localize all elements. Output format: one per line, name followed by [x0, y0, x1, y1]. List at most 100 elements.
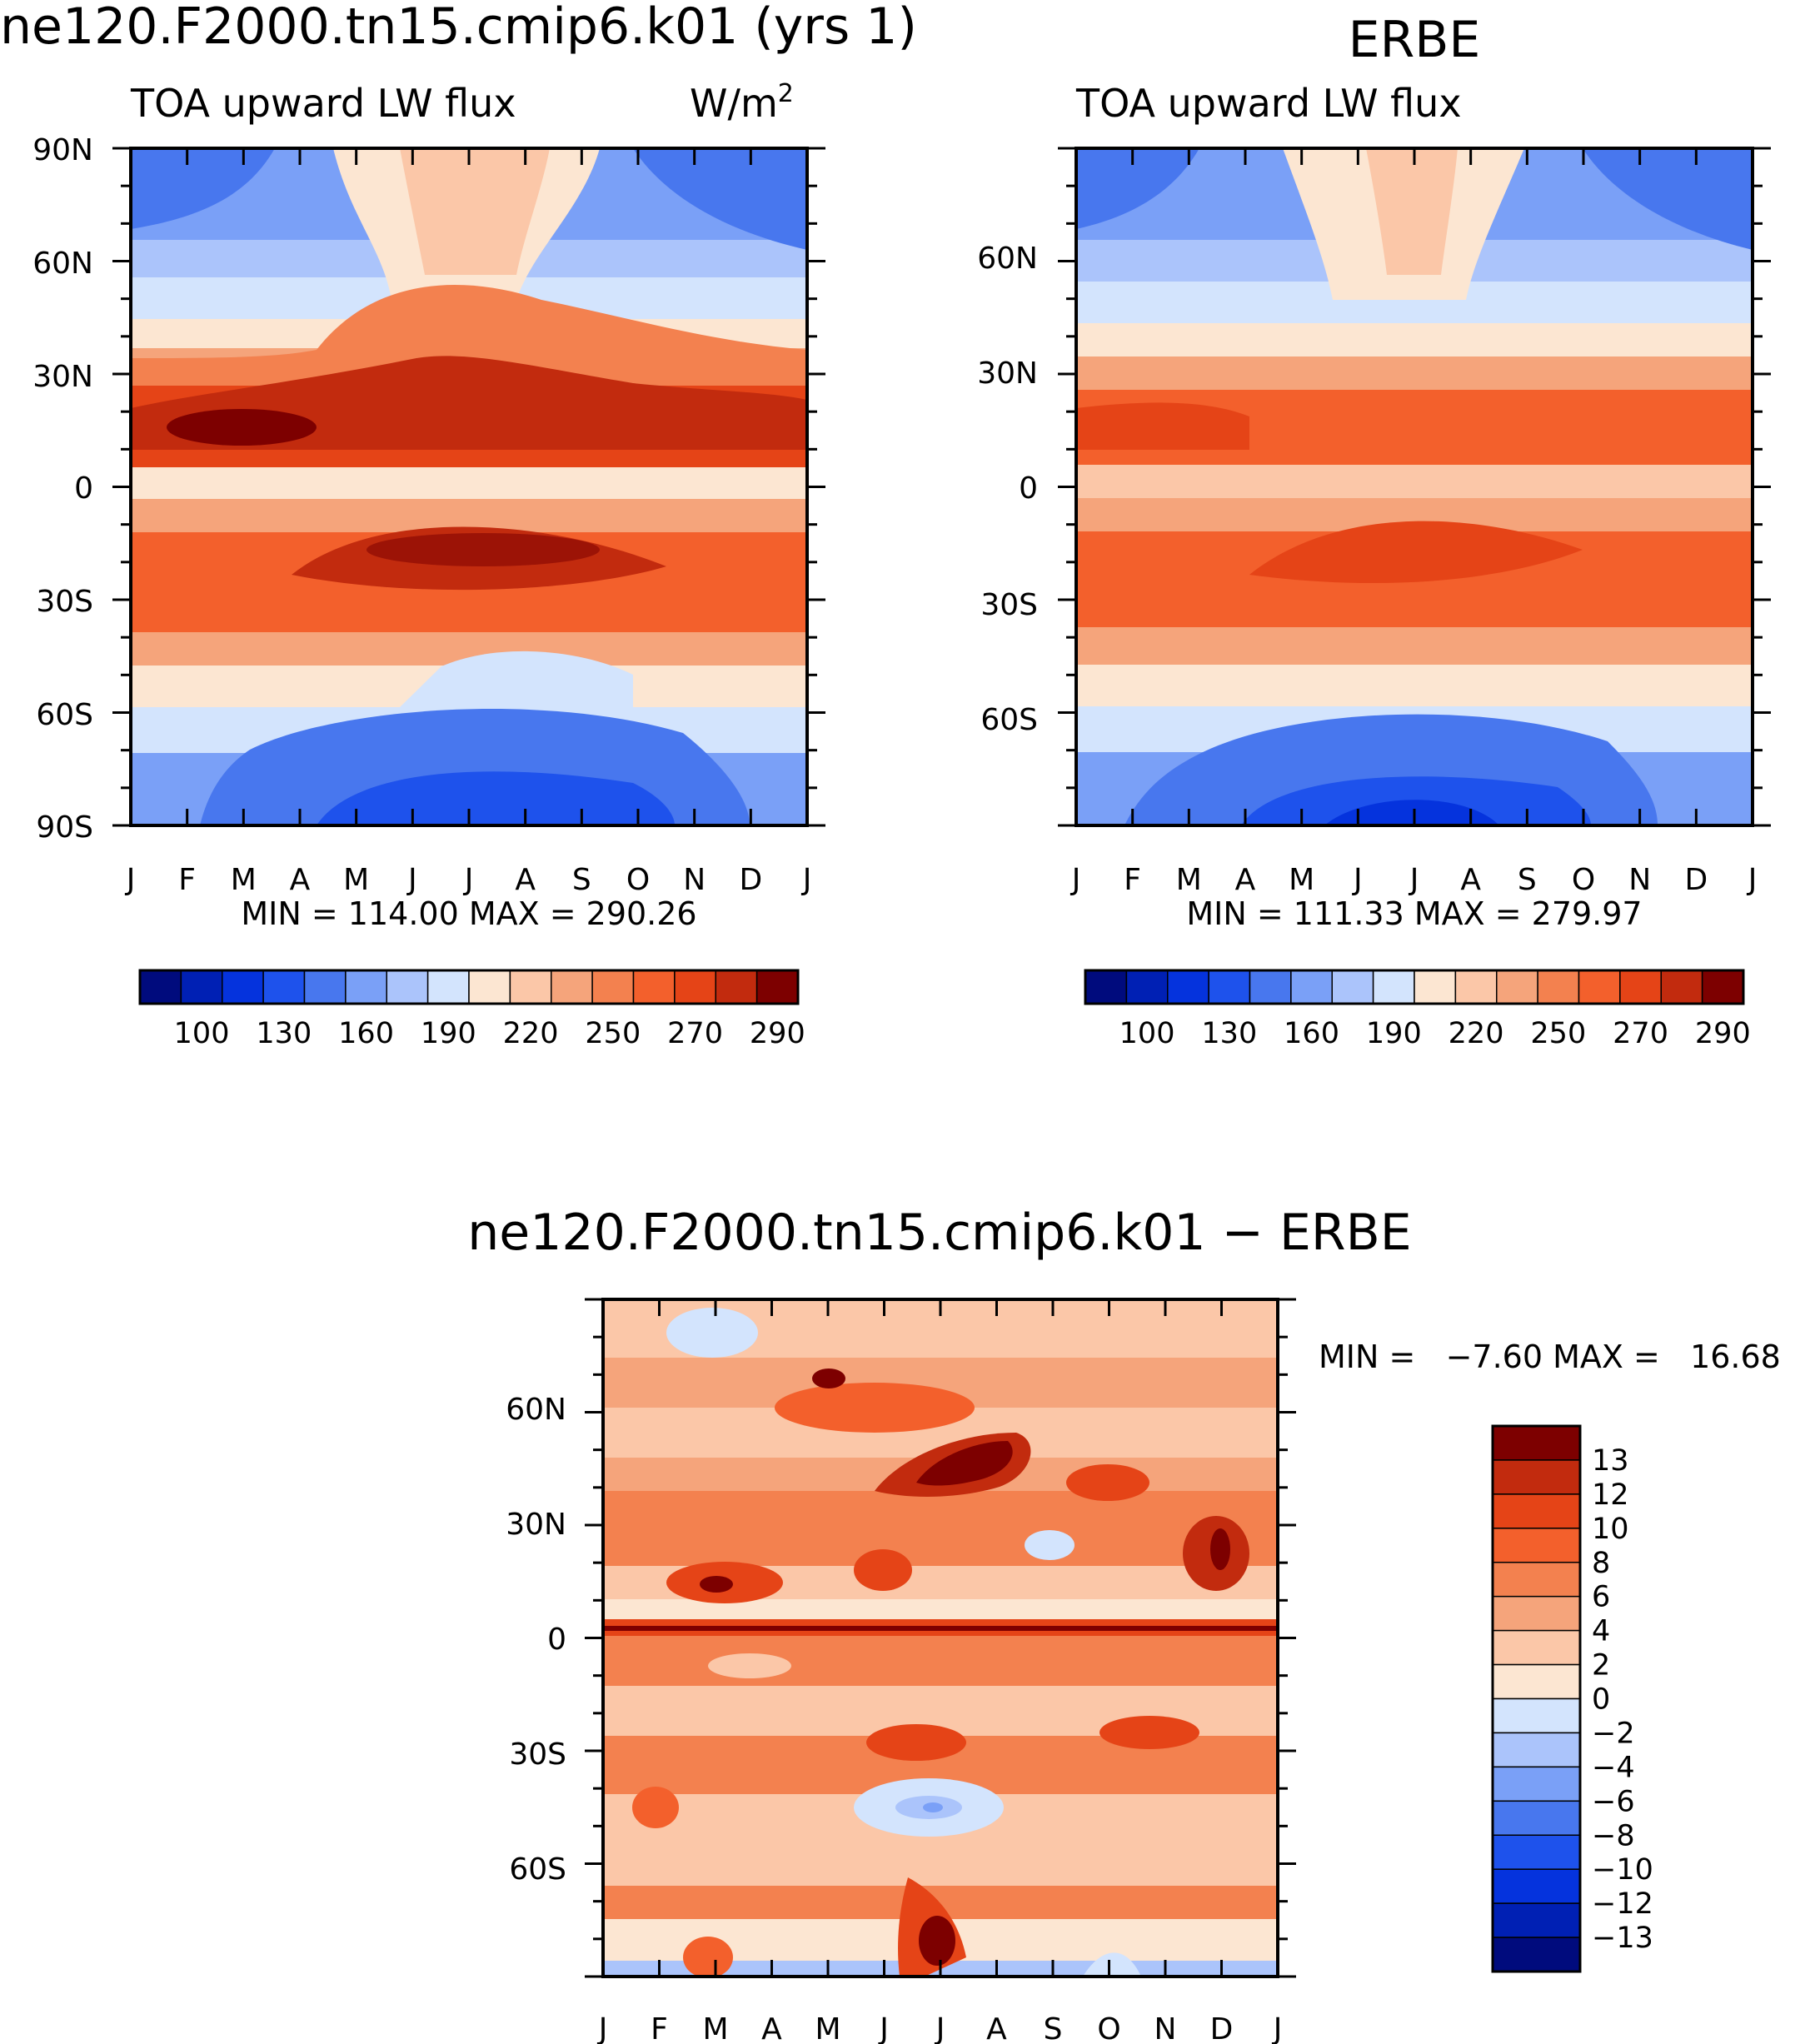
yaxis-difference: 60N 30N 0 30S 60S	[506, 1393, 566, 1887]
colorbar-model: 100 130 160 190 220 250 270 290	[138, 969, 805, 1050]
xtick-label: F	[1124, 863, 1141, 897]
xtick-label: J	[878, 2012, 889, 2044]
ticks-model	[112, 147, 825, 827]
colorbar-label: 100	[1119, 1017, 1175, 1050]
ytick-label: 60S	[36, 698, 93, 732]
colorbar-swatch	[1492, 1698, 1581, 1734]
xtick-label: S	[1044, 2012, 1063, 2044]
colorbar-label: 130	[256, 1017, 312, 1050]
colorbar-swatch	[715, 970, 758, 1005]
colorbar-label: 4	[1592, 1615, 1610, 1648]
xtick-label: M	[1176, 863, 1202, 897]
colorbar-swatch	[1578, 970, 1621, 1005]
xtick-label: N	[1628, 863, 1651, 897]
colorbar-label: −13	[1592, 1922, 1653, 1955]
colorbar-label: 250	[1530, 1017, 1586, 1050]
colorbar-swatch	[1537, 970, 1580, 1005]
band	[1076, 665, 1753, 706]
panel-model: ne120.F2000.tn15.cmip6.k01 (yrs 1) TOA u…	[0, 0, 917, 1050]
colorbar-frame	[138, 969, 800, 1005]
ytick-label: 60N	[32, 247, 93, 281]
xtick-label: J	[1272, 2012, 1283, 2044]
colorbar-frame	[1491, 1424, 1582, 1973]
colorbar-swatch	[1414, 970, 1457, 1005]
colorbar-swatch	[180, 970, 223, 1005]
colorbar-swatch	[1085, 970, 1128, 1005]
ytick-label: 60S	[980, 703, 1038, 737]
anomaly-max	[812, 1368, 845, 1388]
xtick-label: A	[1235, 863, 1256, 897]
panel-model-title: ne120.F2000.tn15.cmip6.k01 (yrs 1)	[0, 0, 917, 56]
band	[603, 1599, 1278, 1619]
heatmap-erbe	[1076, 148, 1753, 825]
arctic-winter-cold	[1076, 148, 1199, 229]
ytick-label: 90N	[32, 133, 93, 167]
ytick-label: 0	[547, 1623, 566, 1657]
colorbar-label: 130	[1201, 1017, 1257, 1050]
ytick-label: 60N	[506, 1393, 566, 1427]
band	[1076, 323, 1753, 356]
ticks-difference	[585, 1298, 1296, 1978]
yaxis-model: 90N 60N 30N 0 30S 60S 90S	[32, 133, 93, 845]
xtick-label: J	[406, 863, 417, 897]
xtick-label: M	[815, 2012, 840, 2044]
colorbar-label: 12	[1592, 1478, 1629, 1512]
anomaly-max	[1210, 1528, 1230, 1570]
colorbar-swatch	[139, 970, 182, 1005]
colorbar-label: 270	[667, 1017, 723, 1050]
xtick-label: J	[1409, 863, 1419, 897]
band-midlat	[603, 1491, 1278, 1566]
anomaly-max	[919, 1916, 955, 1966]
xtick-label: J	[935, 2012, 945, 2044]
colorbar-label: 0	[1592, 1683, 1610, 1717]
ntropics-core	[1076, 402, 1249, 450]
xtick-label: J	[1070, 863, 1081, 897]
xtick-label: J	[463, 863, 474, 897]
colorbar-swatch	[262, 970, 306, 1005]
xtick-label: F	[178, 863, 196, 897]
xtick-label: M	[231, 863, 257, 897]
colorbar-swatch	[755, 970, 799, 1005]
band-equator	[131, 467, 807, 499]
colorbar-swatch	[1125, 970, 1169, 1005]
colorbar-swatch	[1492, 1562, 1581, 1598]
colorbar-label: 160	[338, 1017, 394, 1050]
anomaly-positive	[683, 1937, 733, 1977]
xtick-label: O	[1097, 2012, 1120, 2044]
colorbar-label: 220	[503, 1017, 559, 1050]
stropics-core	[1249, 521, 1583, 583]
colorbar-swatch	[1331, 970, 1374, 1005]
anomaly-weak	[708, 1653, 791, 1678]
panel-erbe: ERBE TOA upward LW flux	[977, 11, 1771, 1050]
anomaly-positive	[775, 1383, 975, 1433]
colorbar-swatch	[468, 970, 511, 1005]
panel-difference: ne120.F2000.tn15.cmip6.k01 − ERBE	[467, 1204, 1781, 2044]
colorbar-swatch	[1701, 970, 1744, 1005]
panel-difference-title: ne120.F2000.tn15.cmip6.k01 − ERBE	[467, 1204, 1411, 1262]
colorbar-swatch	[1492, 1800, 1581, 1836]
xtick-label: J	[1747, 863, 1758, 897]
colorbar-label: −10	[1592, 1853, 1653, 1887]
xtick-label: J	[597, 2012, 608, 2044]
ytick-label: 90S	[36, 810, 93, 845]
colorbar-label: 250	[585, 1017, 641, 1050]
stropics-max	[366, 533, 600, 566]
colorbar-label: 220	[1449, 1017, 1504, 1050]
panel-model-units: W/m2	[690, 79, 794, 126]
anomaly-max	[700, 1576, 733, 1593]
antarctic-winter-min	[1324, 800, 1499, 825]
anomaly-positive	[632, 1787, 679, 1828]
colorbar-swatch	[1660, 970, 1703, 1005]
xtick-label: F	[651, 2012, 668, 2044]
colorbar-swatch	[509, 970, 552, 1005]
colorbar-swatch	[591, 970, 635, 1005]
colorbar-swatch	[345, 970, 387, 1005]
colorbar-swatch	[1492, 1868, 1581, 1904]
colorbar-label: 290	[1695, 1017, 1751, 1050]
panel-erbe-title: ERBE	[1349, 11, 1481, 69]
colorbar-label: 100	[174, 1017, 230, 1050]
